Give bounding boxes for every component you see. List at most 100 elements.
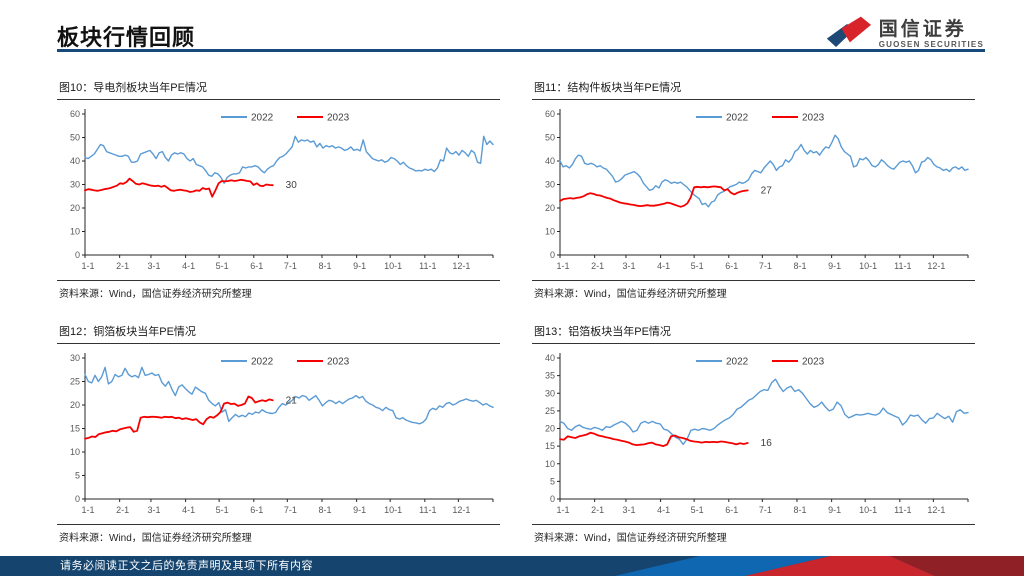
svg-text:12-1: 12-1 (452, 261, 470, 271)
svg-text:5-1: 5-1 (216, 261, 229, 271)
svg-text:27: 27 (761, 185, 773, 196)
svg-text:1-1: 1-1 (556, 261, 569, 271)
svg-text:2022: 2022 (251, 357, 274, 368)
svg-text:1-1: 1-1 (556, 505, 569, 515)
svg-text:15: 15 (545, 441, 555, 451)
svg-text:3-1: 3-1 (147, 505, 160, 515)
svg-text:30: 30 (70, 353, 80, 363)
svg-text:5: 5 (75, 471, 80, 481)
svg-text:9-1: 9-1 (353, 261, 366, 271)
footer-banner: 请务必阅读正文之后的免责声明及其项下所有内容 (0, 556, 1024, 576)
svg-text:10: 10 (545, 227, 555, 237)
svg-text:30: 30 (545, 388, 555, 398)
figure-title: 图10：导电剂板块当年PE情况 (57, 78, 500, 100)
svg-text:7-1: 7-1 (759, 505, 772, 515)
logo-en: GUOSEN SECURITIES (878, 40, 984, 50)
svg-text:30: 30 (286, 180, 298, 191)
figure-panel-13: 图13：铝箔板块当年PE情况 0 5 10 15 20 25 30 35 40 1-1 2-1 3-1… (532, 322, 975, 544)
svg-text:2-1: 2-1 (116, 261, 129, 271)
svg-text:2-1: 2-1 (591, 505, 604, 515)
svg-text:8-1: 8-1 (318, 261, 331, 271)
figure-source: 资料来源：Wind，国信证券经济研究所整理 (57, 524, 500, 544)
svg-text:7-1: 7-1 (759, 261, 772, 271)
svg-text:8-1: 8-1 (793, 261, 806, 271)
svg-text:40: 40 (545, 353, 555, 363)
svg-text:20: 20 (545, 203, 555, 213)
figure-title: 图12：铜箔板块当年PE情况 (57, 322, 500, 344)
svg-text:10-1: 10-1 (859, 261, 877, 271)
svg-text:12-1: 12-1 (927, 261, 945, 271)
svg-text:10-1: 10-1 (384, 505, 402, 515)
svg-text:12-1: 12-1 (452, 505, 470, 515)
svg-text:10-1: 10-1 (859, 505, 877, 515)
figure-title: 图13：铝箔板块当年PE情况 (532, 322, 975, 344)
svg-text:50: 50 (70, 133, 80, 143)
svg-text:15: 15 (70, 424, 80, 434)
svg-text:2023: 2023 (802, 113, 825, 124)
svg-text:40: 40 (70, 156, 80, 166)
svg-text:1-1: 1-1 (81, 261, 94, 271)
svg-text:0: 0 (75, 250, 80, 260)
svg-text:3-1: 3-1 (622, 505, 635, 515)
svg-text:2023: 2023 (327, 357, 350, 368)
svg-text:11-1: 11-1 (419, 505, 436, 515)
svg-text:5-1: 5-1 (216, 505, 229, 515)
svg-text:10-1: 10-1 (384, 261, 402, 271)
pe-line-chart-fig12: 0 5 10 15 20 25 30 1-1 2-1 3-1 4-1 5-1 6-1 7-1 8-1 9-1 1… (70, 353, 494, 515)
svg-text:7-1: 7-1 (284, 505, 297, 515)
svg-text:11-1: 11-1 (419, 261, 436, 271)
svg-text:2023: 2023 (327, 113, 350, 124)
figure-panel-12: 图12：铜箔板块当年PE情况 0 5 10 15 20 25 30 1-1 2-1 3-1 4-1 5… (57, 322, 500, 544)
svg-text:5-1: 5-1 (691, 505, 704, 515)
svg-text:25: 25 (545, 406, 555, 416)
svg-text:20: 20 (70, 400, 80, 410)
svg-text:11-1: 11-1 (894, 261, 911, 271)
svg-text:2-1: 2-1 (591, 261, 604, 271)
svg-text:25: 25 (70, 377, 80, 387)
svg-text:8-1: 8-1 (793, 505, 806, 515)
svg-text:7-1: 7-1 (284, 261, 297, 271)
svg-text:16: 16 (761, 438, 773, 449)
svg-text:4-1: 4-1 (182, 261, 195, 271)
svg-text:2023: 2023 (802, 357, 825, 368)
figure-source: 资料来源：Wind，国信证券经济研究所整理 (532, 280, 975, 300)
svg-text:21: 21 (286, 395, 298, 406)
svg-text:9-1: 9-1 (828, 261, 841, 271)
svg-text:6-1: 6-1 (725, 505, 738, 515)
guosen-logo-text: 国信证券 GUOSEN SECURITIES (878, 19, 984, 50)
svg-text:11-1: 11-1 (894, 505, 911, 515)
svg-text:10: 10 (545, 459, 555, 469)
svg-text:10: 10 (70, 227, 80, 237)
figure-panel-11: 图11：结构件板块当年PE情况 0 10 20 30 40 50 60 1-1 2-1 3-1 4-… (532, 78, 975, 300)
svg-text:0: 0 (550, 250, 555, 260)
svg-text:2-1: 2-1 (116, 505, 129, 515)
svg-text:6-1: 6-1 (250, 505, 263, 515)
pe-line-chart-fig13: 0 5 10 15 20 25 30 35 40 1-1 2-1 3-1 4-1 5-1 6-1 7-1 8-1… (545, 353, 969, 515)
svg-text:30: 30 (545, 180, 555, 190)
svg-text:2022: 2022 (251, 113, 274, 124)
svg-text:9-1: 9-1 (353, 505, 366, 515)
guosen-logo-icon (826, 16, 871, 47)
svg-text:10: 10 (70, 447, 80, 457)
svg-text:6-1: 6-1 (250, 261, 263, 271)
svg-text:9-1: 9-1 (828, 505, 841, 515)
pe-line-chart-fig10: 0 10 20 30 40 50 60 1-1 2-1 3-1 4-1 5-1 6-1 7-1 8-1 9-1… (70, 109, 494, 271)
svg-text:30: 30 (70, 180, 80, 190)
disclaimer-text: 请务必阅读正文之后的免责声明及其项下所有内容 (60, 560, 313, 572)
svg-text:35: 35 (545, 371, 555, 381)
svg-text:2022: 2022 (726, 357, 749, 368)
svg-text:5: 5 (550, 476, 555, 486)
svg-text:4-1: 4-1 (657, 261, 670, 271)
figure-title: 图11：结构件板块当年PE情况 (532, 78, 975, 100)
svg-text:60: 60 (545, 109, 555, 119)
svg-text:50: 50 (545, 133, 555, 143)
svg-text:0: 0 (550, 494, 555, 504)
svg-text:2022: 2022 (726, 113, 749, 124)
title-underline (57, 49, 985, 52)
svg-text:3-1: 3-1 (622, 261, 635, 271)
figure-panel-10: 图10：导电剂板块当年PE情况 0 10 20 30 40 50 60 1-1 2-1 3-1 4-… (57, 78, 500, 300)
svg-text:20: 20 (70, 203, 80, 213)
svg-text:4-1: 4-1 (657, 505, 670, 515)
svg-text:3-1: 3-1 (147, 261, 160, 271)
figure-source: 资料来源：Wind，国信证券经济研究所整理 (532, 524, 975, 544)
